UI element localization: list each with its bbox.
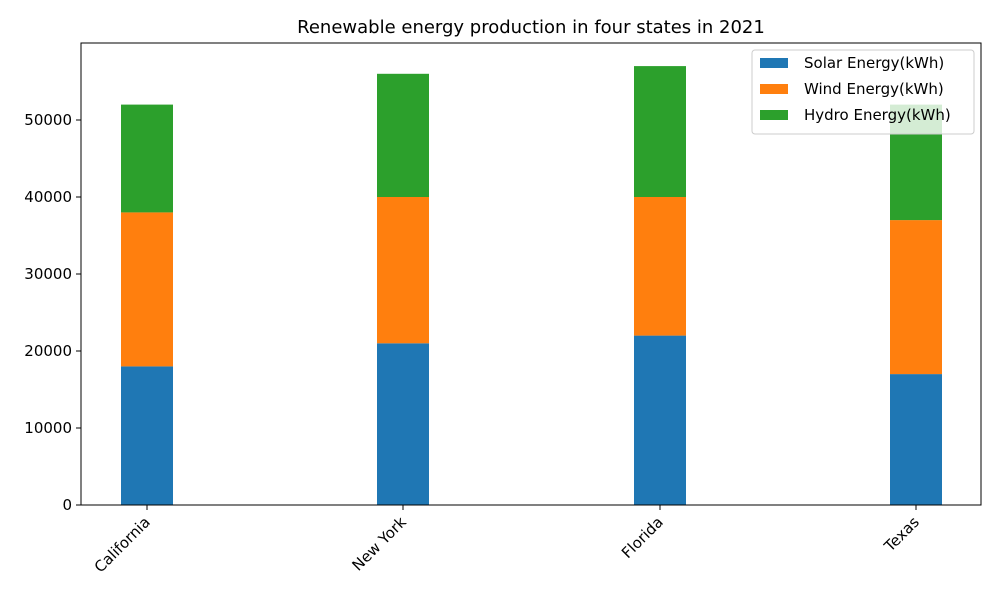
- y-tick-label: 10000: [24, 419, 72, 437]
- bars-layer: [121, 66, 942, 505]
- y-axis: 0 10000 20000 30000 40000 50000: [24, 111, 81, 514]
- bar-solar-new-york: [377, 343, 429, 505]
- bar-solar-california: [121, 366, 173, 505]
- y-tick-label: 0: [62, 496, 72, 514]
- y-tick-label: 20000: [24, 342, 72, 360]
- y-tick-label: 30000: [24, 265, 72, 283]
- legend: Solar Energy(kWh) Wind Energy(kWh) Hydro E…: [751, 49, 975, 135]
- bar-wind-california: [121, 212, 173, 367]
- legend-swatch-hydro: [760, 110, 788, 120]
- bar-hydro-florida: [634, 66, 686, 197]
- x-tick-label: New York: [349, 513, 411, 575]
- bar-wind-new-york: [377, 197, 429, 344]
- bar-wind-florida: [634, 197, 686, 336]
- y-tick-label: 50000: [24, 111, 72, 129]
- bar-hydro-california: [121, 104, 173, 213]
- legend-label-hydro: Hydro Energy(kWh): [804, 106, 951, 124]
- legend-label-solar: Solar Energy(kWh): [804, 54, 944, 72]
- x-tick-label: Texas: [880, 513, 923, 556]
- y-tick-label: 40000: [24, 188, 72, 206]
- chart-title: Renewable energy production in four stat…: [297, 17, 765, 38]
- bar-hydro-new-york: [377, 73, 429, 197]
- bar-wind-texas: [890, 220, 942, 375]
- legend-swatch-wind: [760, 84, 788, 94]
- x-axis: California New York Florida Texas: [91, 505, 923, 576]
- legend-label-wind: Wind Energy(kWh): [804, 80, 944, 98]
- bar-solar-florida: [634, 335, 686, 505]
- x-tick-label: California: [91, 513, 154, 576]
- bar-solar-texas: [890, 374, 942, 505]
- legend-box: [751, 49, 975, 135]
- x-tick-label: Florida: [618, 513, 667, 562]
- plot-frame: [80, 42, 982, 506]
- legend-swatch-solar: [760, 58, 788, 68]
